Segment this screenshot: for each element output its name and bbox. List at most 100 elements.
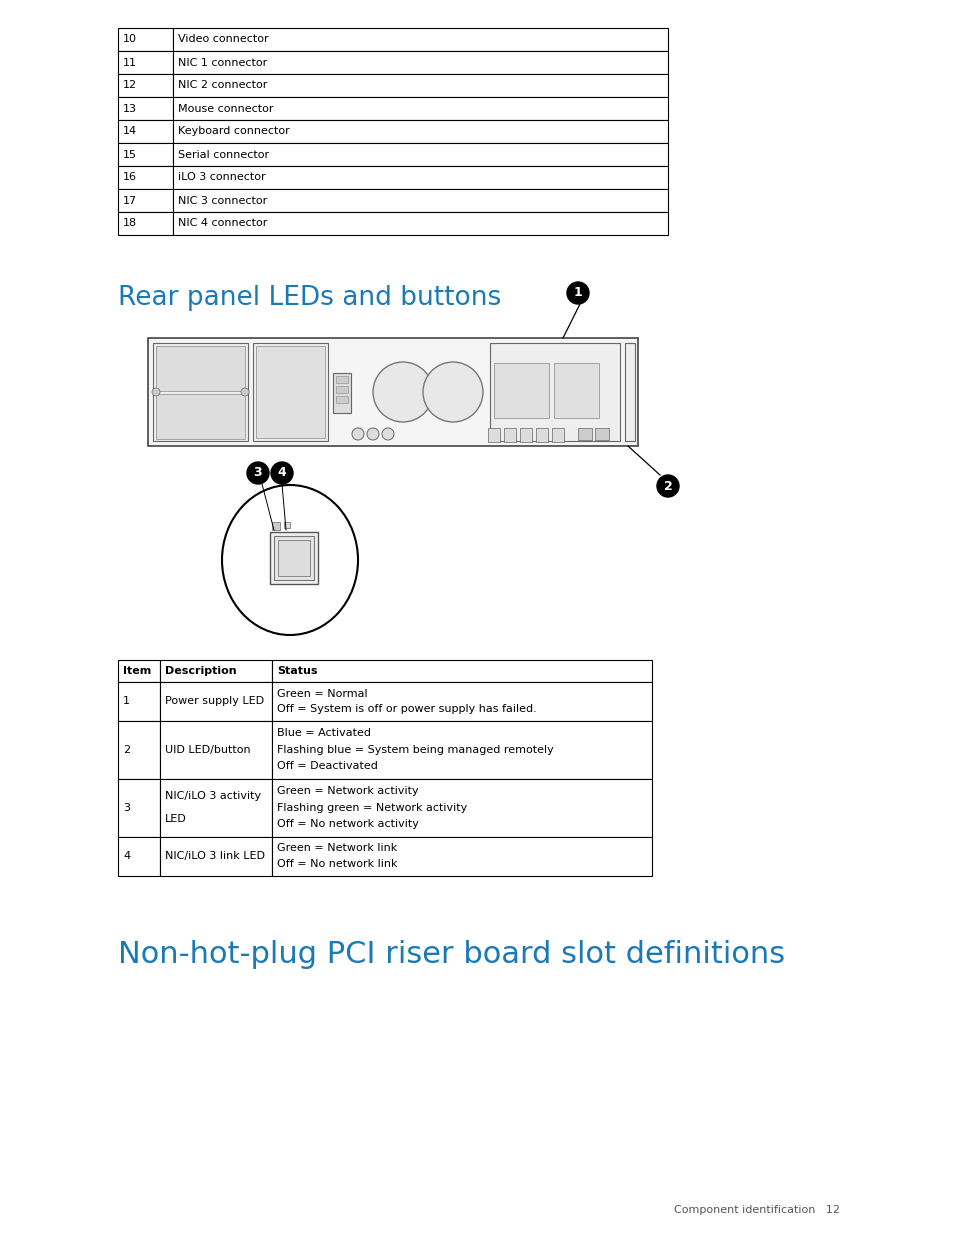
Bar bbox=[172, 120, 667, 143]
Text: Off = No network activity: Off = No network activity bbox=[276, 820, 418, 830]
Bar bbox=[118, 212, 172, 235]
Bar bbox=[490, 343, 619, 441]
Ellipse shape bbox=[222, 485, 357, 635]
Text: Non-hot-plug PCI riser board slot definitions: Non-hot-plug PCI riser board slot defini… bbox=[118, 940, 784, 969]
Bar bbox=[255, 346, 325, 438]
Circle shape bbox=[422, 362, 482, 422]
Text: 16: 16 bbox=[123, 173, 137, 183]
Bar bbox=[272, 837, 651, 876]
Text: NIC 1 connector: NIC 1 connector bbox=[178, 58, 267, 68]
Text: Keyboard connector: Keyboard connector bbox=[178, 126, 290, 137]
Bar bbox=[272, 682, 651, 721]
Circle shape bbox=[381, 429, 394, 440]
Bar bbox=[172, 28, 667, 51]
Bar bbox=[253, 343, 328, 441]
Bar bbox=[118, 189, 172, 212]
Text: 12: 12 bbox=[123, 80, 137, 90]
Text: 3: 3 bbox=[123, 803, 130, 813]
Text: Green = Network activity: Green = Network activity bbox=[276, 787, 418, 797]
Bar bbox=[118, 28, 172, 51]
Text: Off = Deactivated: Off = Deactivated bbox=[276, 761, 377, 772]
Circle shape bbox=[271, 462, 293, 484]
Bar bbox=[335, 387, 348, 393]
Text: Flashing blue = System being managed remotely: Flashing blue = System being managed rem… bbox=[276, 745, 553, 755]
Bar bbox=[118, 143, 172, 165]
Bar bbox=[270, 532, 317, 584]
Circle shape bbox=[566, 282, 588, 304]
Bar bbox=[118, 659, 160, 682]
Circle shape bbox=[247, 462, 269, 484]
Bar bbox=[172, 98, 667, 120]
Bar bbox=[172, 165, 667, 189]
Bar bbox=[118, 98, 172, 120]
Text: Video connector: Video connector bbox=[178, 35, 269, 44]
Bar bbox=[118, 682, 160, 721]
Bar bbox=[118, 779, 160, 837]
Bar bbox=[494, 363, 548, 417]
Bar bbox=[172, 74, 667, 98]
Bar bbox=[118, 120, 172, 143]
Text: 15: 15 bbox=[123, 149, 137, 159]
Bar bbox=[552, 429, 563, 442]
Text: Off = System is off or power supply has failed.: Off = System is off or power supply has … bbox=[276, 704, 537, 714]
Text: NIC/iLO 3 activity: NIC/iLO 3 activity bbox=[165, 792, 261, 802]
Bar bbox=[554, 363, 598, 417]
Text: Status: Status bbox=[276, 666, 317, 676]
Bar bbox=[148, 338, 638, 446]
Bar bbox=[578, 429, 592, 440]
Text: 13: 13 bbox=[123, 104, 137, 114]
Bar bbox=[172, 143, 667, 165]
Text: 4: 4 bbox=[123, 851, 130, 861]
Text: Power supply LED: Power supply LED bbox=[165, 697, 264, 706]
Bar bbox=[172, 51, 667, 74]
Bar bbox=[503, 429, 516, 442]
Text: Green = Network link: Green = Network link bbox=[276, 844, 396, 853]
Bar bbox=[595, 429, 608, 440]
Text: 10: 10 bbox=[123, 35, 137, 44]
Bar bbox=[272, 522, 280, 530]
Text: Flashing green = Network activity: Flashing green = Network activity bbox=[276, 803, 467, 813]
Text: 14: 14 bbox=[123, 126, 137, 137]
Bar bbox=[488, 429, 499, 442]
Bar bbox=[274, 536, 314, 580]
Text: Component identification   12: Component identification 12 bbox=[673, 1205, 840, 1215]
Circle shape bbox=[152, 388, 160, 396]
Text: Blue = Activated: Blue = Activated bbox=[276, 729, 371, 739]
Bar bbox=[118, 165, 172, 189]
Bar bbox=[272, 659, 651, 682]
Text: Serial connector: Serial connector bbox=[178, 149, 269, 159]
Bar bbox=[284, 522, 290, 529]
Text: 11: 11 bbox=[123, 58, 137, 68]
Text: NIC 4 connector: NIC 4 connector bbox=[178, 219, 267, 228]
Text: Rear panel LEDs and buttons: Rear panel LEDs and buttons bbox=[118, 285, 500, 311]
Bar bbox=[624, 343, 635, 441]
Bar bbox=[160, 837, 272, 876]
Circle shape bbox=[241, 388, 249, 396]
Bar bbox=[156, 346, 245, 391]
Circle shape bbox=[367, 429, 378, 440]
Bar bbox=[277, 540, 310, 576]
Text: 4: 4 bbox=[277, 467, 286, 479]
Circle shape bbox=[657, 475, 679, 496]
Bar bbox=[536, 429, 547, 442]
Text: iLO 3 connector: iLO 3 connector bbox=[178, 173, 265, 183]
Text: NIC/iLO 3 link LED: NIC/iLO 3 link LED bbox=[165, 851, 265, 861]
Text: 2: 2 bbox=[663, 479, 672, 493]
Bar bbox=[160, 721, 272, 779]
Text: 1: 1 bbox=[123, 697, 130, 706]
Text: 1: 1 bbox=[573, 287, 581, 300]
Bar bbox=[160, 659, 272, 682]
Text: UID LED/button: UID LED/button bbox=[165, 745, 251, 755]
Bar bbox=[160, 779, 272, 837]
Text: Green = Normal: Green = Normal bbox=[276, 689, 367, 699]
Bar bbox=[118, 74, 172, 98]
Circle shape bbox=[373, 362, 433, 422]
Bar bbox=[156, 394, 245, 438]
Bar bbox=[519, 429, 532, 442]
Text: NIC 2 connector: NIC 2 connector bbox=[178, 80, 267, 90]
Bar bbox=[272, 779, 651, 837]
Bar bbox=[335, 396, 348, 403]
Bar bbox=[335, 375, 348, 383]
Bar bbox=[118, 721, 160, 779]
Bar bbox=[272, 721, 651, 779]
